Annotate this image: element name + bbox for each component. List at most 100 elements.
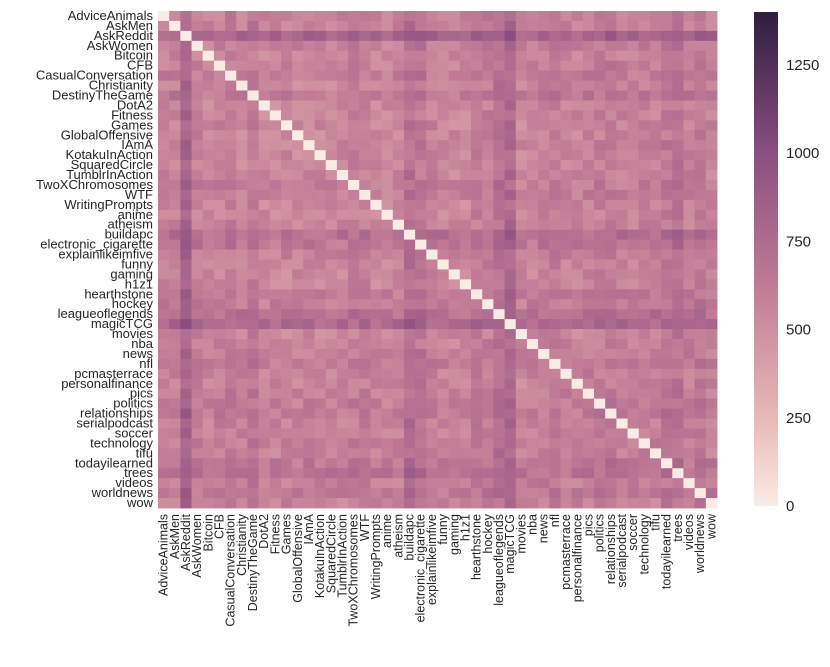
heatmap-cell [582,219,595,231]
heatmap-cell [661,40,673,52]
heatmap-cell [336,110,349,121]
heatmap-cell [705,150,718,161]
heatmap-cell [370,160,382,171]
heatmap-cell [538,239,550,250]
x-tick-label: AskMen [168,514,182,559]
heatmap-cell [594,50,606,62]
heatmap-cell [459,249,472,260]
heatmap-cell [582,448,595,459]
heatmap-cell [638,259,651,270]
heatmap-cell [392,279,405,290]
heatmap-cell [594,309,606,320]
heatmap-cell [426,458,438,469]
heatmap-cell [459,418,472,429]
heatmap-cell [627,259,640,270]
heatmap-cell [493,299,505,310]
heatmap-cell [649,60,662,72]
heatmap-cell [169,90,181,101]
heatmap-cell [269,110,282,121]
heatmap-cell [515,179,528,191]
x-tick-label: WTF [358,514,372,541]
heatmap-cell [336,189,349,201]
colorbar-tick-label: 1250 [786,57,819,74]
heatmap-cell [336,70,349,81]
heatmap-cell [269,448,282,459]
heatmap-cell [202,199,215,211]
heatmap-cell [191,319,204,330]
heatmap-cell [515,378,528,390]
heatmap-cell [594,259,606,270]
heatmap-cell [381,408,394,419]
heatmap-cell [605,388,617,400]
heatmap-cell [605,458,617,469]
heatmap-cell [594,299,606,310]
heatmap-cell [616,368,628,380]
heatmap-cell [191,418,204,429]
x-tick-label: DotA2 [257,514,271,549]
heatmap-cell [515,219,528,231]
heatmap-cell [180,498,192,509]
heatmap-cell [225,229,237,241]
heatmap-cell [392,130,405,141]
heatmap-cell [526,249,539,260]
heatmap-cell [605,100,617,111]
heatmap-cell [180,428,192,439]
heatmap-cell [605,478,617,489]
heatmap-cell [269,329,282,340]
heatmap-cell [225,398,237,409]
heatmap-cell [605,20,617,32]
heatmap-cell [661,50,673,62]
heatmap-cell [549,140,561,151]
heatmap-cell [672,20,684,32]
heatmap-cell [571,20,584,32]
heatmap-cell [169,70,181,81]
heatmap-cell [403,239,416,250]
heatmap-cell [560,179,573,191]
heatmap-cell [482,179,494,191]
heatmap-cell [169,478,181,489]
heatmap-cell [314,189,327,201]
heatmap-cell [526,488,539,499]
heatmap-cell [348,170,360,181]
heatmap-cell [359,279,371,290]
heatmap-cell [694,179,707,191]
heatmap-cell [515,418,528,429]
heatmap-cell [504,30,517,42]
heatmap-cell [549,418,561,429]
heatmap-cell [493,229,505,241]
heatmap-cell [471,418,483,429]
heatmap-cell [694,289,707,300]
heatmap-cell [594,130,606,141]
heatmap-cell [526,40,539,52]
heatmap-cell [705,319,718,330]
heatmap-cell [504,199,517,211]
heatmap-cell [694,100,707,111]
heatmap-cell [526,348,539,360]
heatmap-cell [191,398,204,409]
heatmap-cell [560,20,573,32]
heatmap-cell [370,289,382,300]
heatmap-cell [292,458,304,469]
heatmap-cell [426,229,438,241]
heatmap-cell [314,219,327,231]
heatmap-cell [180,368,192,380]
heatmap-cell [526,170,539,181]
heatmap-cell [638,219,651,231]
x-tick-label: politics [593,514,607,552]
heatmap-cell [638,468,651,479]
heatmap-cell [482,488,494,499]
heatmap-cell [303,179,315,191]
colorbar-scale [754,12,778,506]
heatmap-cell [437,259,450,270]
heatmap-cell [560,249,573,260]
heatmap-cell [560,219,573,231]
heatmap-cell [672,199,684,211]
heatmap-cell [258,438,271,449]
heatmap-cell [180,100,192,111]
heatmap-cell [359,100,371,111]
heatmap-cell [459,60,472,72]
heatmap-cell [370,319,382,330]
heatmap-cell [594,279,606,290]
heatmap-cell [705,229,718,241]
heatmap-cell [672,438,684,449]
